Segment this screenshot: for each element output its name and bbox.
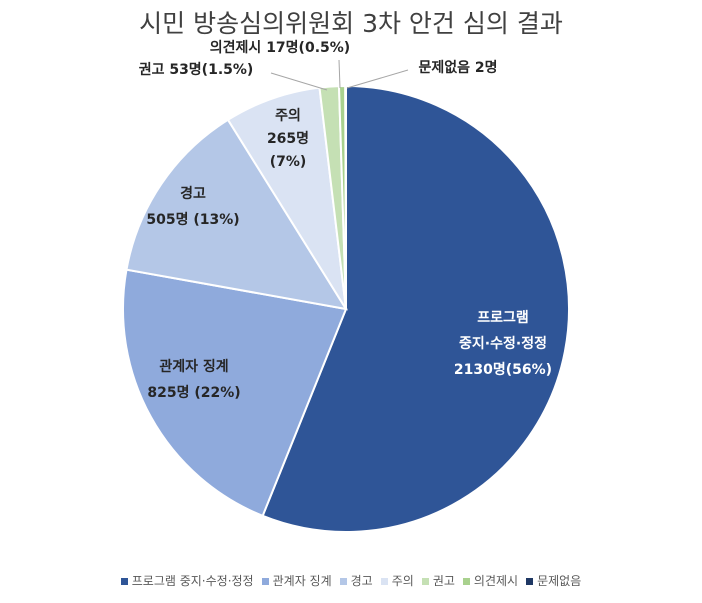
- pie-slice-6: [344, 84, 347, 310]
- data-label-1: 관계자 징계 825명 (22%): [147, 358, 240, 401]
- legend-label: 경고: [350, 574, 373, 588]
- leader-line-4: [270, 72, 328, 91]
- legend-swatch: [261, 578, 269, 585]
- legend-item-1: 관계자 징계: [261, 572, 332, 589]
- legend-item-4: 권고: [421, 572, 455, 589]
- legend-label: 주의: [391, 574, 414, 588]
- data-label-0: 프로그램 중지·수정·정정 2130명(56%): [454, 309, 552, 378]
- legend-label: 의견제시: [473, 574, 519, 588]
- chart-title: 시민 방송심의위원회 3차 안건 심의 결과: [139, 9, 563, 38]
- legend-item-0: 프로그램 중지·수정·정정: [120, 572, 254, 589]
- legend-item-6: 문제없음: [526, 572, 581, 589]
- data-label-2: 경고 505명 (13%): [146, 185, 239, 228]
- pie-slice-1: [122, 268, 348, 518]
- data-label-5: 의견제시 17명(0.5%): [210, 39, 350, 56]
- leader-line-6: [346, 69, 409, 89]
- legend-swatch: [339, 578, 347, 585]
- legend-label: 관계자 징계: [272, 574, 332, 588]
- data-label-6: 문제없음 2명: [418, 59, 497, 76]
- legend-item-3: 주의: [380, 572, 414, 589]
- pie-slice-2: [125, 118, 349, 311]
- legend-label: 프로그램 중지·수정·정정: [131, 574, 254, 588]
- legend-swatch: [526, 578, 534, 585]
- chart-legend: 프로그램 중지·수정·정정 관계자 징계 경고 주의 권고 의견제시 문제없음: [0, 572, 702, 589]
- legend-label: 권고: [432, 574, 455, 588]
- data-label-4: 권고 53명(1.5%): [139, 61, 254, 78]
- leader-line-5: [338, 59, 341, 89]
- pie-chart: 프로그램 중지·수정·정정 2130명(56%) 관계자 징계 825명 (22%) 경고…: [122, 39, 570, 533]
- legend-swatch: [380, 578, 388, 585]
- legend-swatch: [120, 578, 128, 585]
- legend-swatch: [462, 578, 470, 585]
- data-label-3: 주의 265명 (7%): [267, 107, 309, 170]
- pie-slice-0: [261, 84, 570, 533]
- legend-item-5: 의견제시: [462, 572, 519, 589]
- legend-swatch: [421, 578, 429, 585]
- legend-label: 문제없음: [537, 574, 582, 588]
- legend-item-2: 경고: [339, 572, 373, 589]
